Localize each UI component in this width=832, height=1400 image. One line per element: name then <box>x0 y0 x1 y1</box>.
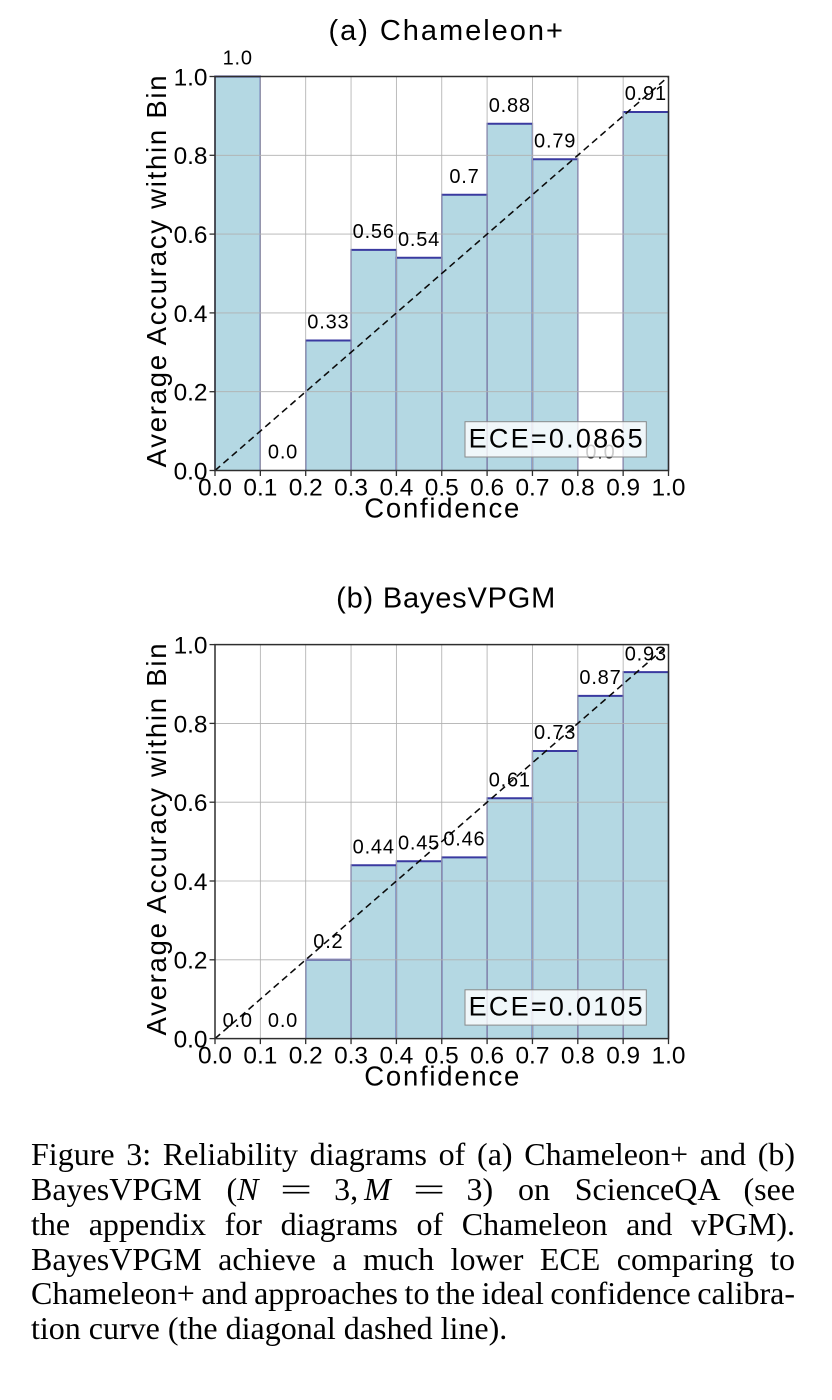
svg-text:0.2: 0.2 <box>289 1043 323 1070</box>
svg-text:0.1: 0.1 <box>243 1043 277 1070</box>
svg-text:0.5: 0.5 <box>425 1043 459 1070</box>
svg-text:Confidence: Confidence <box>364 492 519 523</box>
svg-text:1.0: 1.0 <box>652 1043 686 1070</box>
svg-text:Confidence: Confidence <box>364 1061 519 1092</box>
svg-text:0.56: 0.56 <box>353 221 395 243</box>
svg-text:0.5: 0.5 <box>425 475 459 502</box>
svg-text:1.0: 1.0 <box>223 48 253 70</box>
svg-text:0.7: 0.7 <box>515 1043 549 1070</box>
svg-text:0.8: 0.8 <box>561 475 595 502</box>
svg-text:0.2: 0.2 <box>289 475 323 502</box>
svg-text:0.2: 0.2 <box>313 931 343 953</box>
svg-text:0.7: 0.7 <box>449 166 479 188</box>
svg-text:0.4: 0.4 <box>174 869 208 896</box>
svg-text:0.4: 0.4 <box>174 301 208 328</box>
svg-text:Average Accuracy within Bin: Average Accuracy within Bin <box>141 75 172 467</box>
svg-text:Average Accuracy within Bin: Average Accuracy within Bin <box>141 644 172 1036</box>
svg-text:1.0: 1.0 <box>174 64 208 91</box>
svg-text:0.0: 0.0 <box>223 1010 253 1032</box>
svg-text:0.0: 0.0 <box>198 1043 232 1070</box>
svg-text:0.0: 0.0 <box>174 458 208 485</box>
svg-text:0.61: 0.61 <box>489 769 531 791</box>
svg-text:ECE=0.0865: ECE=0.0865 <box>469 423 643 453</box>
svg-text:(a) Chameleon+: (a) Chameleon+ <box>328 15 563 47</box>
svg-text:0.88: 0.88 <box>489 95 531 117</box>
svg-text:0.3: 0.3 <box>334 475 368 502</box>
svg-text:ECE=0.0105: ECE=0.0105 <box>469 992 643 1022</box>
svg-text:0.6: 0.6 <box>470 1043 504 1070</box>
svg-text:0.33: 0.33 <box>307 312 349 334</box>
svg-text:0.44: 0.44 <box>353 836 395 858</box>
svg-text:0.79: 0.79 <box>534 130 576 152</box>
svg-text:0.73: 0.73 <box>534 722 576 744</box>
svg-text:0.1: 0.1 <box>243 475 277 502</box>
svg-text:0.6: 0.6 <box>174 222 208 249</box>
svg-text:0.45: 0.45 <box>398 833 440 855</box>
svg-text:0.0: 0.0 <box>268 442 298 464</box>
svg-text:(b) BayesVPGM: (b) BayesVPGM <box>336 583 555 615</box>
svg-text:0.8: 0.8 <box>174 143 208 170</box>
svg-text:0.9: 0.9 <box>606 1043 640 1070</box>
svg-text:0.9: 0.9 <box>606 475 640 502</box>
svg-text:0.8: 0.8 <box>561 1043 595 1070</box>
svg-text:0.0: 0.0 <box>268 1010 298 1032</box>
svg-text:0.4: 0.4 <box>379 1043 413 1070</box>
svg-text:0.2: 0.2 <box>174 380 208 407</box>
svg-text:1.0: 1.0 <box>652 475 686 502</box>
svg-text:0.0: 0.0 <box>174 1027 208 1054</box>
svg-text:0.91: 0.91 <box>625 83 667 105</box>
svg-text:0.87: 0.87 <box>579 667 621 689</box>
svg-text:0.54: 0.54 <box>398 229 440 251</box>
svg-text:0.6: 0.6 <box>174 790 208 817</box>
svg-text:0.0: 0.0 <box>198 475 232 502</box>
svg-text:1.0: 1.0 <box>174 633 208 660</box>
svg-text:0.46: 0.46 <box>443 829 485 851</box>
svg-text:0.4: 0.4 <box>379 475 413 502</box>
svg-text:0.7: 0.7 <box>515 475 549 502</box>
svg-text:0.8: 0.8 <box>174 711 208 738</box>
svg-text:0.6: 0.6 <box>470 475 504 502</box>
svg-text:0.2: 0.2 <box>174 948 208 975</box>
svg-text:0.93: 0.93 <box>625 643 667 665</box>
svg-text:0.3: 0.3 <box>334 1043 368 1070</box>
